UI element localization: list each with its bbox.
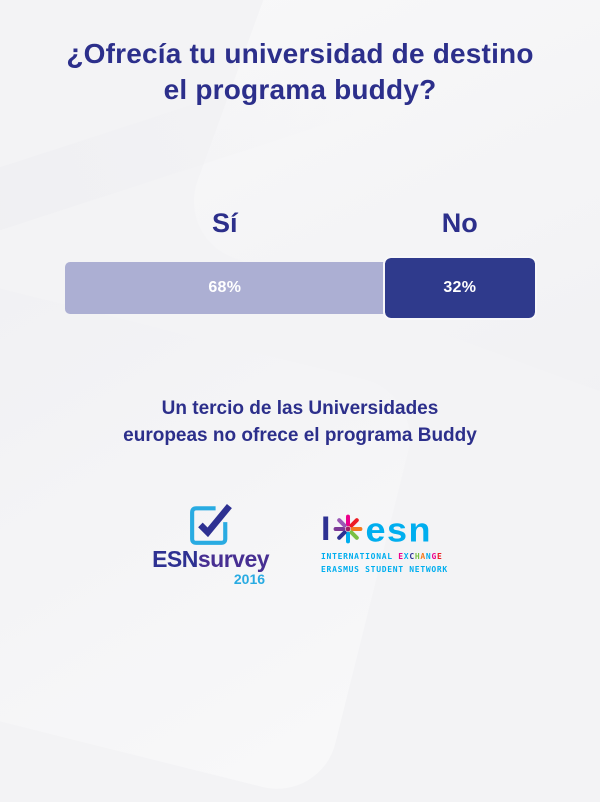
conclusion-statement: Un tercio de las Universidades europeas … [60, 396, 540, 449]
page-title-line2: el programa buddy? [163, 73, 437, 105]
esn-logo-mark: I esn [321, 511, 432, 547]
esnsurvey-wordmark: ESNsurvey [152, 548, 269, 571]
esn-star-icon [334, 514, 363, 544]
esn-tagline-international: INTERNATIONAL [321, 552, 399, 562]
bar-value-si: 68% [208, 279, 242, 296]
checked-checkbox-icon [189, 504, 232, 545]
esn-tagline-exchange: EXCHANGE [398, 552, 443, 562]
conclusion-line1: Un tercio de las Universidades [161, 398, 439, 419]
category-label-si: Sí [212, 208, 238, 238]
esn-logo: I esn INTERNATIONAL EXCHANGE ERASMUS STU… [321, 511, 448, 586]
esn-tagline-line2: ERASMUS STUDENT NETWORK [321, 564, 448, 574]
bar-segment-si: 68% [65, 262, 385, 314]
esn-tagline-line1: INTERNATIONAL EXCHANGE [321, 551, 448, 563]
esnsurvey-logo: ESNsurvey 2016 [152, 501, 270, 587]
esnsurvey-wordmark-esn: ESN [152, 546, 198, 572]
page-title: ¿Ofrecía tu universidad de destino el pr… [30, 36, 570, 108]
stacked-bar: 68% 32% [65, 256, 537, 320]
esn-logo-i: I [321, 510, 331, 549]
bar-segment-no: 32% [382, 256, 537, 320]
conclusion-line2: europeas no ofrece el programa Buddy [123, 424, 477, 446]
bar-category-labels: Sí No [65, 208, 535, 239]
esnsurvey-year: 2016 [233, 571, 266, 587]
esn-tagline: INTERNATIONAL EXCHANGE ERASMUS STUDENT N… [321, 551, 448, 576]
esn-logo-wordmark: esn [365, 510, 433, 550]
category-label-no: No [441, 208, 478, 238]
bar-value-no: 32% [443, 279, 477, 296]
footer-logos: ESNsurvey 2016 I esn INTERNATIONAL EXCHA… [0, 501, 600, 586]
esnsurvey-wordmark-survey: survey [197, 546, 270, 572]
page-title-line1: ¿Ofrecía tu universidad de destino [66, 38, 534, 69]
